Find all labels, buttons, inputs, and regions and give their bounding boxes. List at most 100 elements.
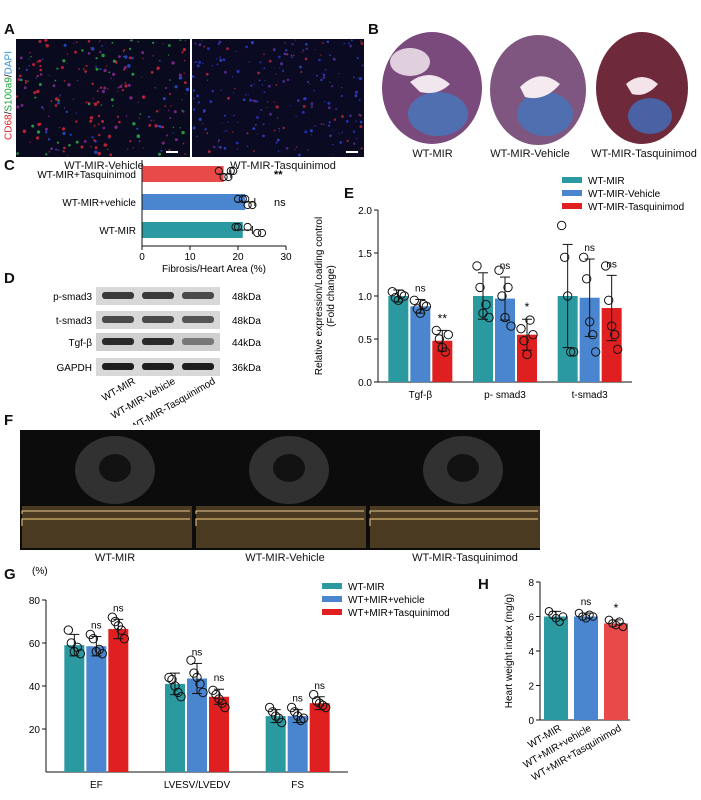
fluorescence-speck	[245, 45, 248, 49]
panel-letter-g: G	[4, 566, 16, 583]
category-label: WT-MIR+vehicle	[62, 198, 136, 209]
fluorescence-speck	[203, 45, 206, 48]
fluorescence-speck	[333, 118, 337, 121]
fluorescence-speck	[169, 117, 172, 119]
legend-label: WT+MIR+vehicle	[348, 595, 425, 606]
fluorescence-speck	[172, 132, 174, 134]
fluorescence-speck	[233, 114, 236, 117]
fluorescence-speck	[27, 80, 29, 83]
legend-swatch	[322, 583, 342, 589]
data-point	[387, 287, 398, 297]
fluorescence-speck	[110, 77, 112, 79]
fluorescence-speck	[33, 91, 37, 95]
significance-label: ns	[314, 681, 325, 692]
y-tick-label: 8	[528, 578, 534, 589]
unit-label: (%)	[32, 566, 48, 577]
fluorescence-speck	[305, 47, 308, 50]
fluorescence-speck	[50, 100, 53, 103]
fluorescence-speck	[227, 121, 229, 123]
fluorescence-speck	[150, 119, 152, 122]
fluorescence-speck	[331, 85, 334, 88]
significance-label: *	[525, 300, 530, 314]
fluorescence-speck	[121, 89, 124, 92]
fluorescence-speck	[321, 73, 323, 74]
fluorescence-speck	[356, 57, 359, 60]
fluorescence-speck	[179, 127, 181, 129]
fluorescence-speck	[101, 120, 105, 123]
fluorescence-speck	[232, 131, 234, 133]
bar	[209, 696, 229, 772]
significance-label: ns	[91, 621, 102, 632]
fluorescence-speck	[237, 121, 239, 124]
fluorescence-speck	[39, 68, 43, 72]
data-point	[494, 265, 504, 275]
fluorescence-speck	[156, 66, 160, 70]
fluorescence-speck	[36, 89, 40, 94]
fluorescence-speck	[62, 150, 65, 153]
fluorescence-speck	[50, 147, 53, 150]
fluorescence-speck	[211, 65, 214, 67]
fluorescence-speck	[55, 148, 58, 151]
fluorescence-speck	[361, 64, 364, 67]
data-point	[248, 200, 257, 210]
fluorescence-speck	[125, 115, 128, 117]
fluorescence-speck	[62, 59, 66, 63]
image-label: WT-MIR-Tasquinimod	[412, 552, 518, 564]
fluorescence-speck	[110, 98, 114, 102]
data-point	[565, 347, 576, 357]
fluorescence-speck	[308, 83, 310, 85]
fluorescence-speck	[152, 55, 154, 57]
data-point	[186, 655, 196, 665]
fluorescence-speck	[323, 123, 325, 126]
fluorescence-speck	[76, 80, 79, 82]
fluorescence-speck	[137, 101, 139, 103]
blot-band	[182, 316, 214, 323]
fluorescence-speck	[277, 150, 280, 152]
fluorescence-speck	[275, 105, 279, 109]
fluorescence-speck	[35, 77, 37, 79]
significance-label: ns	[274, 197, 286, 209]
data-point	[581, 274, 592, 284]
fluorescence-speck	[93, 102, 98, 106]
fluorescence-speck	[354, 90, 359, 94]
bar	[165, 683, 185, 772]
fluorescence-speck	[44, 39, 48, 42]
fluorescence-speck	[138, 117, 140, 119]
data-point	[618, 622, 628, 632]
fluorescence-speck	[91, 136, 94, 139]
blot-band	[182, 292, 214, 299]
data-point	[503, 282, 513, 293]
fluorescence-speck	[28, 65, 30, 67]
fluorescence-speck	[332, 144, 334, 146]
panel-letter-c: C	[4, 157, 15, 174]
data-point	[198, 687, 208, 698]
significance-label: ns	[584, 243, 595, 254]
significance-label: ns	[192, 647, 203, 658]
fluorescence-speck	[324, 69, 326, 71]
data-point	[562, 291, 573, 301]
fluorescence-speck	[28, 58, 30, 60]
significance-label: ns	[415, 283, 426, 294]
fluorescence-speck	[182, 48, 186, 52]
fluorescence-speck	[19, 74, 22, 78]
fluorescence-speck	[216, 58, 218, 60]
fluorescence-speck	[320, 54, 322, 56]
fluorescence-speck	[258, 79, 261, 82]
fluorescence-speck	[132, 122, 136, 126]
fluorescence-speck	[340, 94, 343, 98]
data-point	[409, 295, 420, 306]
fluorescence-speck	[95, 67, 99, 71]
legend-swatch	[562, 190, 582, 196]
y-tick-label: 0	[528, 716, 534, 727]
fluorescence-speck	[302, 104, 306, 108]
fluorescence-speck	[297, 99, 300, 102]
fluorescence-speck	[127, 148, 129, 150]
fluorescence-speck	[318, 58, 321, 62]
side-label-slash: /	[3, 111, 15, 115]
echo-chamber	[273, 454, 305, 482]
x-tick-label: 20	[232, 252, 244, 263]
fluorescence-speck	[132, 147, 135, 149]
fluorescence-speck	[184, 81, 187, 84]
fluorescence-speck	[54, 104, 58, 107]
data-point	[195, 679, 205, 689]
